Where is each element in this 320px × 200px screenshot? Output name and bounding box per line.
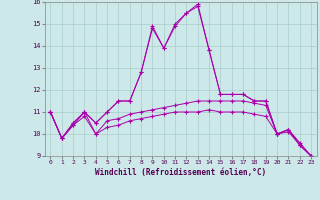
X-axis label: Windchill (Refroidissement éolien,°C): Windchill (Refroidissement éolien,°C) [95, 168, 266, 177]
